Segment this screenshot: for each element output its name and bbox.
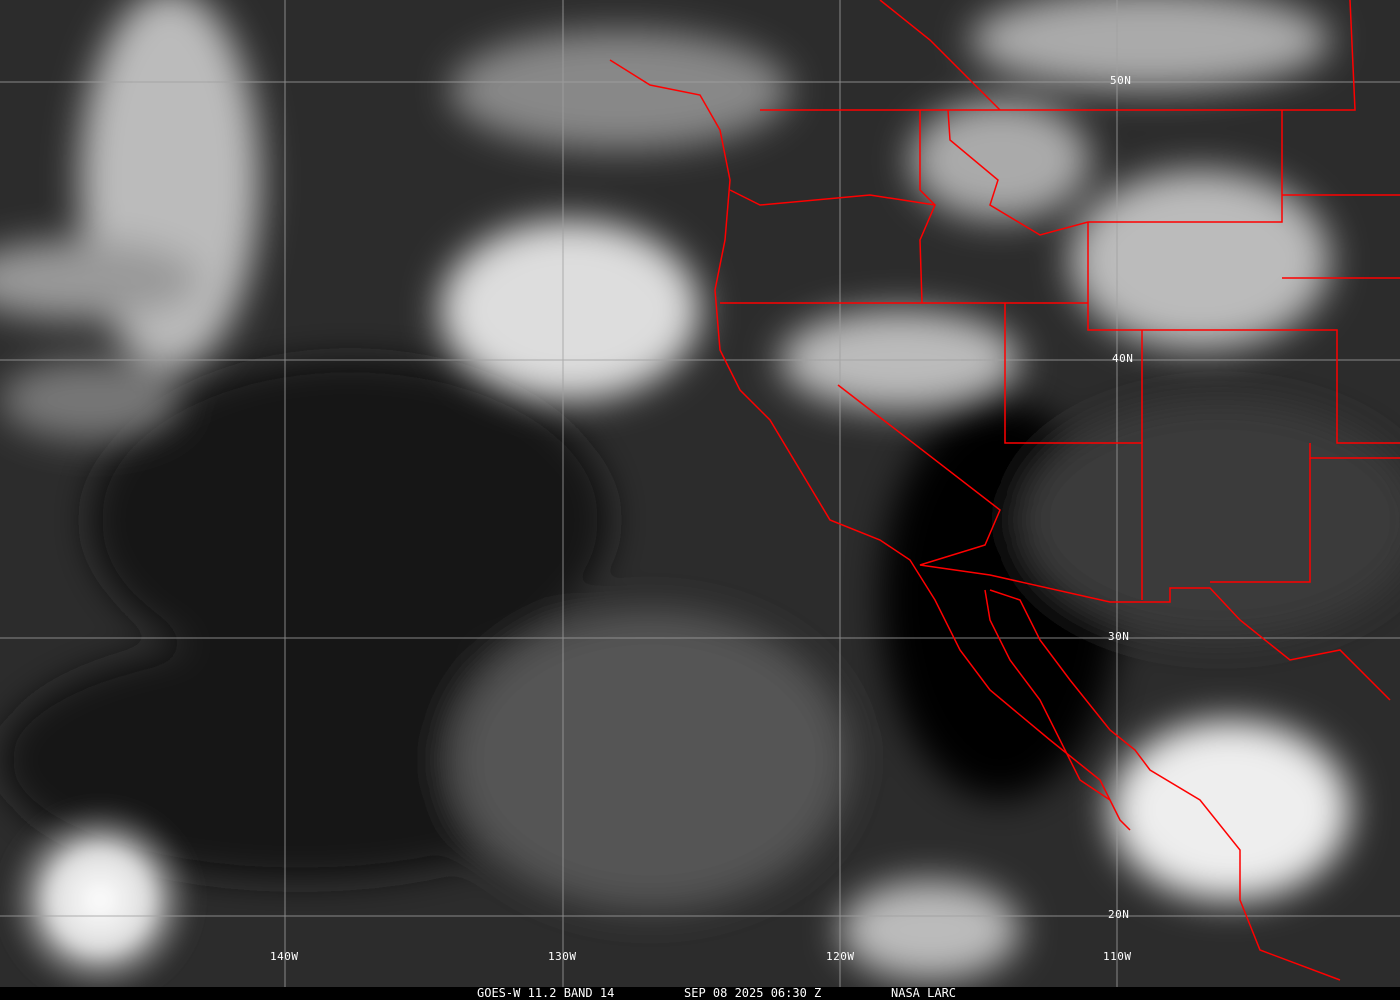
satellite-channel-label: GOES-W 11.2 BAND 14 (477, 987, 614, 1000)
credit: NASA LARC (891, 986, 957, 1000)
image-caption-bar: GOES-W 11.2 BAND 14 SEP 08 2025 06:30 Z … (0, 987, 1400, 1000)
ocean-dark (0, 360, 1400, 910)
political-borders (609, 0, 1400, 981)
timestamp: SEP 08 2025 06:30 Z (684, 986, 822, 1000)
channel-name: 11.2 BAND 14 (527, 986, 615, 1000)
hurricane (0, 800, 200, 1000)
lat-label-20n: 20N (1108, 908, 1130, 921)
lat-label-50n: 50N (1110, 74, 1132, 87)
lat-label-30n: 30N (1108, 630, 1130, 643)
lon-label-110w: 110W (1103, 950, 1132, 963)
lon-label-130w: 130W (548, 950, 577, 963)
lon-label-140w: 140W (270, 950, 299, 963)
clouds (0, 0, 1350, 980)
lon-label-120w: 120W (826, 950, 855, 963)
satellite-name: GOES-W (477, 986, 521, 1000)
lat-label-40n: 40N (1112, 352, 1134, 365)
